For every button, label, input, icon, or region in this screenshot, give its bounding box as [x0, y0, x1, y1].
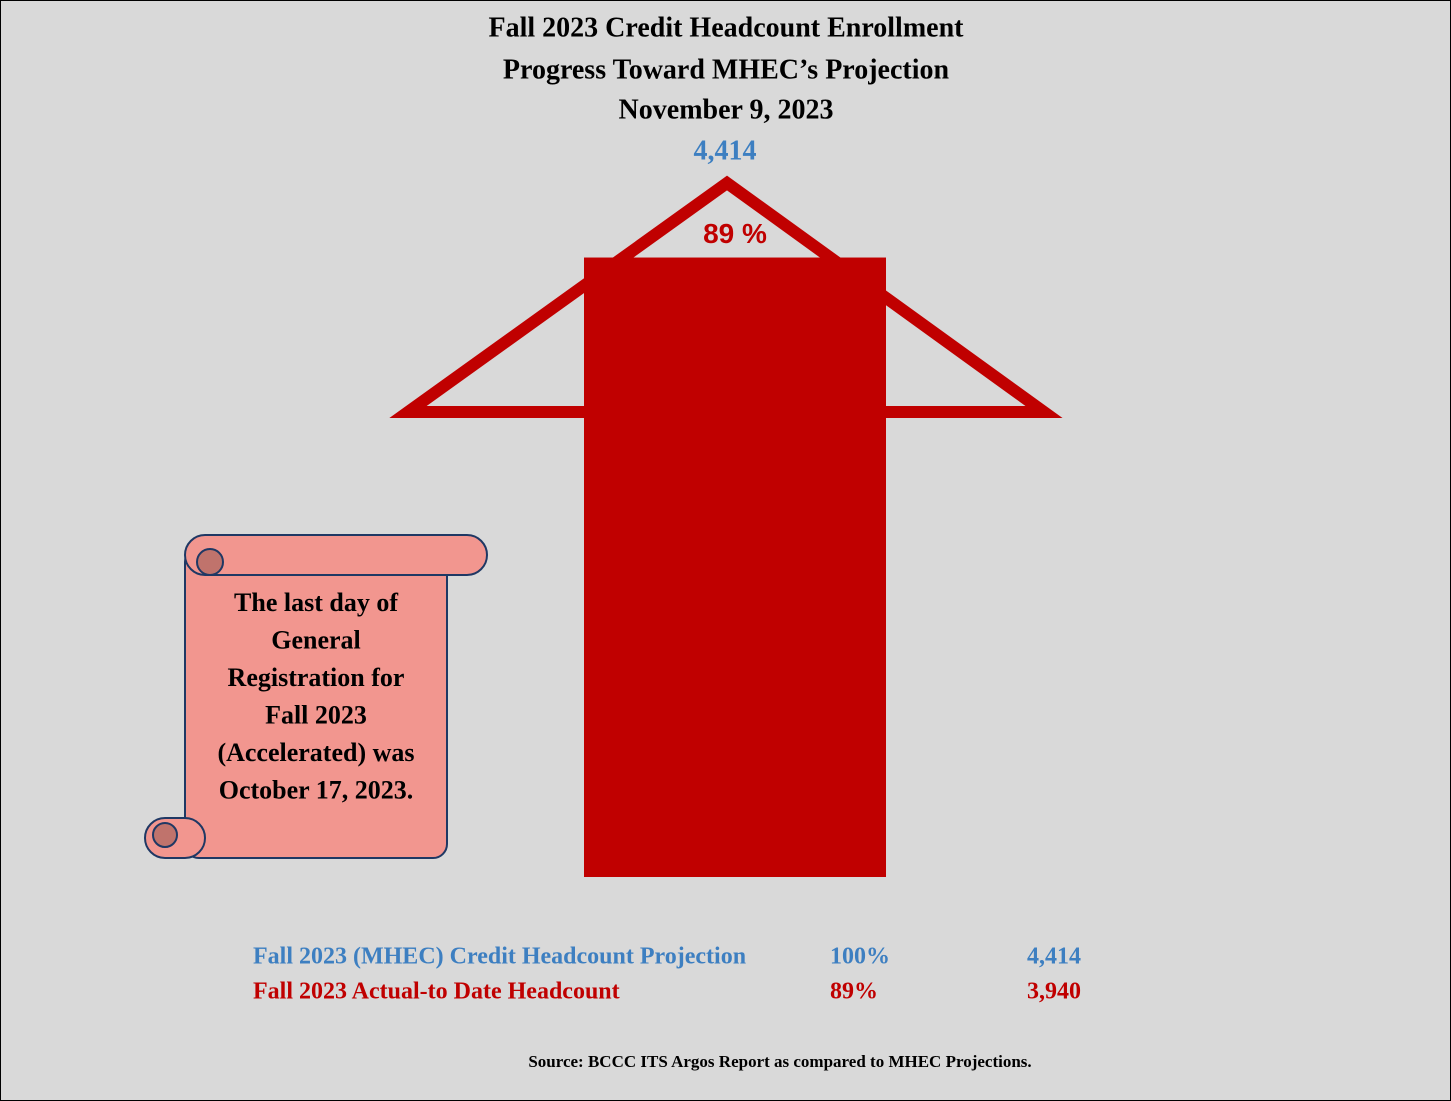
legend-label: Fall 2023 Actual-to Date Headcount [253, 979, 620, 1005]
note-line: October 17, 2023. [219, 775, 414, 804]
note-line: Fall 2023 [265, 700, 367, 729]
legend-percent: 89% [830, 979, 878, 1005]
chart-title: Progress Toward MHEC’s Projection [503, 54, 950, 85]
note-line: (Accelerated) was [217, 738, 414, 767]
scroll [144, 534, 488, 859]
legend-label: Fall 2023 (MHEC) Credit Headcount Projec… [253, 944, 746, 970]
note-line: Registration for [228, 663, 405, 692]
note-line: General [271, 625, 361, 654]
chart-title: November 9, 2023 [619, 94, 834, 125]
bar-percent-label: 89 % [703, 218, 767, 249]
scroll-curl [152, 822, 178, 848]
legend-percent: 100% [830, 944, 890, 970]
legend-value: 3,940 [1027, 979, 1081, 1005]
scroll-curl [196, 548, 224, 576]
note-line: The last day of [234, 588, 398, 617]
source: Source: BCCC ITS Argos Report as compare… [528, 1052, 1031, 1071]
legend-value: 4,414 [1027, 944, 1081, 970]
target-label: 4,414 [694, 135, 757, 166]
scroll-top-roll [184, 534, 488, 576]
bar [584, 257, 886, 877]
chart-title: Fall 2023 Credit Headcount Enrollment [489, 12, 965, 43]
